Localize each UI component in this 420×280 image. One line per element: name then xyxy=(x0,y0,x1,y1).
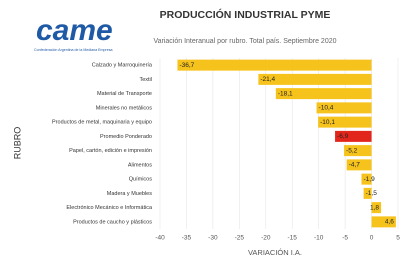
bar xyxy=(335,130,372,142)
value-label: -10,4 xyxy=(319,105,334,112)
y-tick-label: Promedio Ponderado xyxy=(100,134,152,140)
x-tick-label: -10 xyxy=(314,235,324,242)
value-label: -1,5 xyxy=(366,190,378,197)
bar xyxy=(361,173,372,185)
value-label: 1,8 xyxy=(370,204,379,211)
bar xyxy=(318,116,372,128)
bar xyxy=(177,59,372,71)
y-tick-label: Productos de metal, maquinaria y equipo xyxy=(52,120,152,126)
bar xyxy=(275,88,372,100)
value-label: -21,4 xyxy=(260,76,275,83)
x-tick-label: 5 xyxy=(396,235,400,242)
x-tick-label: -15 xyxy=(288,235,298,242)
bar xyxy=(346,159,372,171)
value-label: -36,7 xyxy=(179,62,194,69)
y-tick-label: Químicos xyxy=(129,177,152,183)
bar xyxy=(371,216,396,228)
y-tick-label: Electrónico Mecánico e Informática xyxy=(66,205,153,211)
y-axis-label: RUBRO xyxy=(12,127,22,160)
y-tick-label: Material de Transporte xyxy=(97,91,152,97)
x-tick-label: -20 xyxy=(261,235,271,242)
bar xyxy=(344,145,372,157)
value-label: 4,6 xyxy=(385,219,394,226)
y-tick-label: Papel, cartón, edición e impresión xyxy=(69,148,152,154)
x-tick-label: -30 xyxy=(208,235,218,242)
bar xyxy=(316,102,372,114)
x-tick-label: -35 xyxy=(182,235,192,242)
y-tick-label: Minerales no metálicos xyxy=(96,105,152,111)
y-tick-label: Textil xyxy=(139,77,152,83)
y-tick-label: Alimentos xyxy=(128,162,152,168)
value-label: -5,2 xyxy=(346,147,358,154)
logo-text: came xyxy=(36,14,113,47)
y-tick-label: Madera y Muebles xyxy=(107,191,152,197)
y-tick-label: Calzado y Marroquinería xyxy=(92,63,153,69)
bar xyxy=(258,73,372,85)
value-label: -1,9 xyxy=(364,176,376,183)
value-label: -18,1 xyxy=(278,90,293,97)
chart-title: PRODUCCIÓN INDUSTRIAL PYME xyxy=(160,8,331,21)
value-label: -4,7 xyxy=(349,162,361,169)
y-tick-label: Productos de caucho y plásticos xyxy=(73,219,152,225)
bar xyxy=(371,202,382,214)
x-tick-label: -25 xyxy=(235,235,245,242)
value-label: -6,9 xyxy=(337,133,349,140)
x-tick-label: -5 xyxy=(342,235,348,242)
x-tick-label: -40 xyxy=(155,235,165,242)
value-label: -10,1 xyxy=(320,119,335,126)
x-axis-label: VARIACIÓN I.A. xyxy=(248,248,302,257)
x-tick-label: 0 xyxy=(370,235,374,242)
chart-subtitle: Variación Interanual por rubro. Total pa… xyxy=(153,38,336,45)
bar xyxy=(363,187,372,199)
logo-tagline: Confederación Argentina de la Mediana Em… xyxy=(34,48,113,52)
